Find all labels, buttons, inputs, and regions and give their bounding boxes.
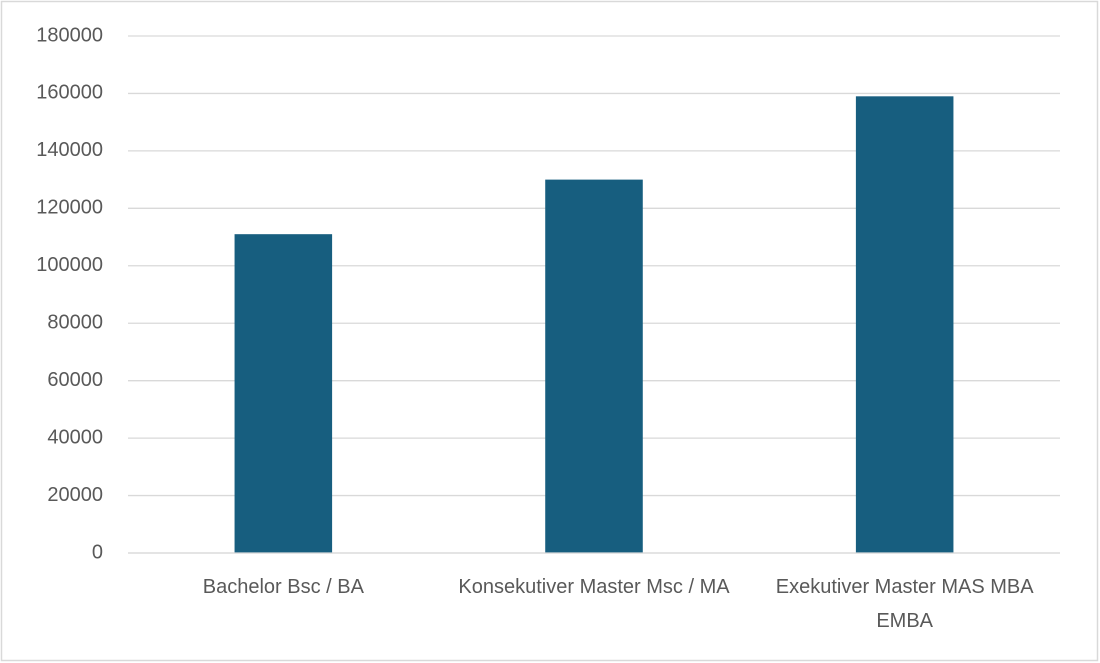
y-tick-label: 140000 [36,139,103,161]
bar [234,234,333,553]
x-tick-label: Exekutiver Master MAS MBA EMBA [776,576,1035,632]
y-tick-label: 40000 [47,426,103,448]
y-tick-label: 0 [92,541,103,563]
x-tick-label: Bachelor Bsc / BA [203,576,365,598]
y-tick-label: 20000 [47,484,103,506]
y-tick-label: 60000 [47,369,103,391]
bar [545,179,643,553]
y-tick-label: 180000 [36,24,103,46]
bar [855,96,954,554]
x-tick-label: Konsekutiver Master Msc / MA [458,576,730,598]
y-tick-label: 160000 [36,82,103,104]
y-tick-label: 80000 [47,312,103,334]
y-tick-label: 120000 [36,197,103,219]
y-tick-label: 100000 [36,254,103,276]
